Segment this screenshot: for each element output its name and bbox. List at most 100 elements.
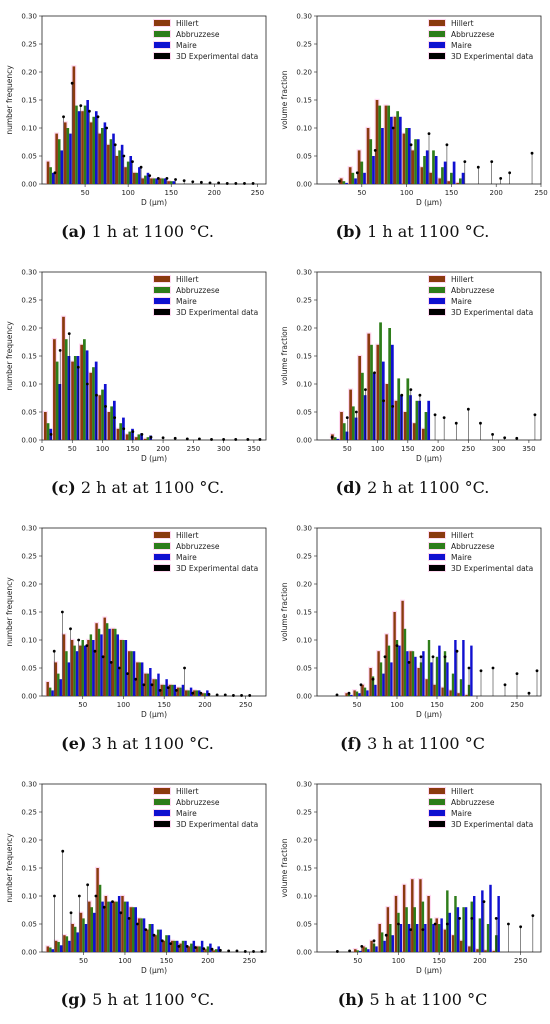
experimental-point xyxy=(515,672,519,675)
experimental-point xyxy=(95,393,98,397)
bar-hillert xyxy=(143,438,147,440)
bar-hillert xyxy=(62,316,65,440)
experimental-point xyxy=(503,683,507,687)
bar-maire xyxy=(124,640,128,696)
y-tick-label: 0.00 xyxy=(296,181,312,189)
caption-label: (c) xyxy=(50,478,76,497)
x-tick-label: 50 xyxy=(79,957,88,965)
bar-hillert xyxy=(367,333,371,440)
legend-entry: Hillert xyxy=(176,19,199,28)
bar-maire xyxy=(425,150,429,184)
caption-e: (e) 3 h at 1100 °C. xyxy=(0,734,275,753)
chart-svg-g: 0.00 0.05 0.10 0.15 0.20 0.25 0.30 50 100 150 200 2… xyxy=(5,781,267,975)
y-tick-label: 0.20 xyxy=(296,69,312,77)
x-tick-label: 200 xyxy=(490,189,503,197)
bar-abbruzzese xyxy=(198,946,201,952)
legend-entry: Hillert xyxy=(451,19,474,28)
experimental-point xyxy=(421,928,425,931)
experimental-point xyxy=(246,438,250,441)
legend-entry: 3D Experimental data xyxy=(176,564,258,573)
bar-hillert xyxy=(95,623,98,696)
bar-hillert xyxy=(402,133,406,184)
experimental-point xyxy=(433,922,437,926)
experimental-point xyxy=(60,610,64,614)
bar-hillert xyxy=(358,356,362,440)
y-tick-label: 0.10 xyxy=(296,637,312,645)
experimental-point xyxy=(76,365,80,369)
bar-maire xyxy=(372,372,376,440)
experimental-point xyxy=(354,410,358,414)
x-tick-label: 250 xyxy=(534,189,547,197)
y-tick-label: 0.05 xyxy=(21,665,37,673)
bar-maire xyxy=(67,662,71,696)
bar-hillert xyxy=(447,181,451,184)
experimental-point xyxy=(149,435,153,439)
experimental-point xyxy=(53,894,56,898)
bar-hillert xyxy=(201,693,204,696)
bar-maire xyxy=(109,901,113,952)
legend-swatch xyxy=(154,788,170,794)
bar-hillert xyxy=(46,682,49,696)
experimental-point xyxy=(218,948,222,952)
bar-maire xyxy=(470,645,473,696)
experimental-point xyxy=(177,945,181,948)
bar-hillert xyxy=(141,178,145,184)
bar-maire xyxy=(407,924,411,952)
y-tick-label: 0.05 xyxy=(296,921,312,929)
experimental-point xyxy=(70,81,74,85)
bar-hillert xyxy=(451,935,455,952)
bar-maire xyxy=(345,431,349,440)
experimental-point xyxy=(503,436,507,440)
bar-hillert xyxy=(394,400,398,440)
legend-entry: Hillert xyxy=(176,787,199,796)
y-tick-label: 0.00 xyxy=(21,949,37,957)
legend-entry: Abbruzzese xyxy=(451,286,495,295)
experimental-point xyxy=(104,405,107,408)
x-tick-label: 200 xyxy=(470,701,483,709)
experimental-point xyxy=(117,666,121,670)
bar-maire xyxy=(456,907,460,952)
legend-entry: Maire xyxy=(176,809,197,818)
bar-hillert xyxy=(179,943,182,952)
experimental-point xyxy=(243,950,247,953)
experimental-point xyxy=(122,427,126,431)
bar-abbruzzese xyxy=(118,150,121,184)
caption-h: (h) 5 h at 1100 °C xyxy=(275,990,550,1009)
bar-abbruzzese xyxy=(97,628,101,696)
bar-hillert xyxy=(370,940,373,952)
bar-maire xyxy=(432,924,435,952)
experimental-point xyxy=(243,182,246,185)
bar-hillert xyxy=(377,651,380,696)
bar-hillert xyxy=(433,684,436,696)
x-tick-label: 100 xyxy=(400,189,413,197)
bar-maire xyxy=(197,690,201,696)
experimental-point xyxy=(234,438,238,441)
bar-maire xyxy=(452,161,456,184)
legend-entry: Abbruzzese xyxy=(176,30,220,39)
bar-abbruzzese xyxy=(380,932,384,952)
legend-entry: Maire xyxy=(451,809,472,818)
experimental-point xyxy=(458,917,461,920)
bar-abbruzzese xyxy=(114,628,117,696)
bar-hillert xyxy=(456,182,460,184)
experimental-point xyxy=(427,132,431,136)
bar-abbruzzese xyxy=(437,924,441,952)
experimental-point xyxy=(222,438,226,441)
caption-b: (b) 1 h at 1100 °C. xyxy=(275,222,550,241)
bar-hillert xyxy=(441,687,444,696)
bar-abbruzzese xyxy=(179,687,182,696)
experimental-point xyxy=(490,160,494,164)
experimental-point xyxy=(215,693,219,697)
experimental-point xyxy=(515,436,519,440)
experimental-point xyxy=(191,691,195,695)
bar-abbruzzese xyxy=(364,947,368,952)
chart-panel-g: 0.00 0.05 0.10 0.15 0.20 0.25 0.30 50 100 150 200 2… xyxy=(0,768,275,1024)
bar-hillert xyxy=(63,122,67,184)
y-tick-label: 0.30 xyxy=(296,269,312,277)
caption-text: 5 h at 1100 °C xyxy=(364,990,488,1009)
experimental-point xyxy=(519,925,523,929)
legend-swatch xyxy=(429,298,445,304)
experimental-point xyxy=(86,883,90,887)
bar-abbruzzese xyxy=(478,918,482,952)
x-tick-label: 150 xyxy=(165,189,178,197)
